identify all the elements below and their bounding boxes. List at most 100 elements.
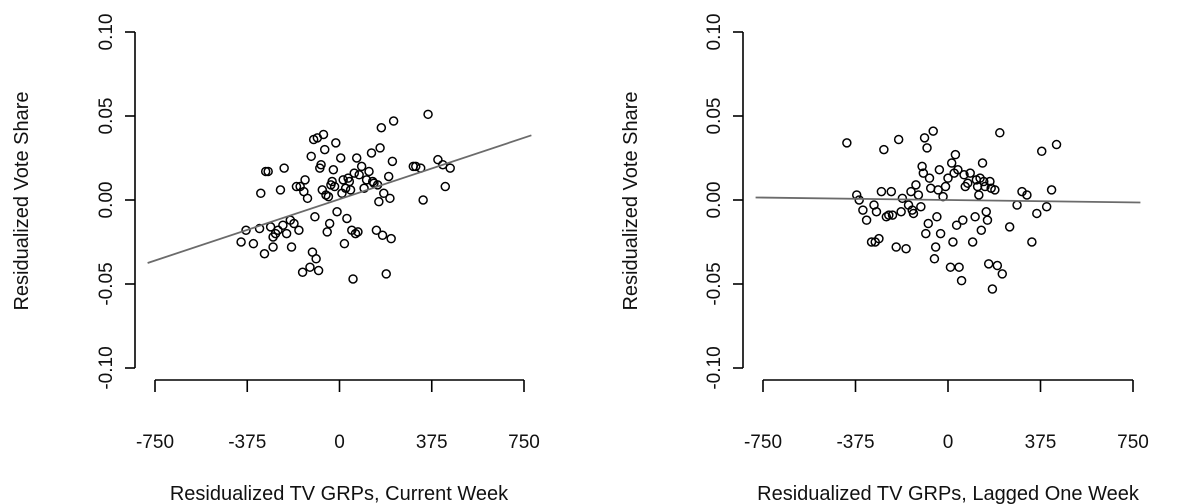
- fit-line: [147, 134, 532, 264]
- data-point: [356, 161, 367, 172]
- x-tick-label: 375: [1025, 432, 1057, 453]
- data-point: [351, 153, 362, 163]
- data-point: [887, 210, 898, 220]
- data-point: [1041, 201, 1052, 212]
- data-point: [959, 170, 969, 180]
- data-point: [980, 181, 990, 192]
- data-point: [388, 116, 399, 126]
- data-point: [965, 168, 975, 178]
- data-point: [919, 133, 930, 143]
- data-point: [1046, 185, 1057, 195]
- data-point: [948, 237, 958, 247]
- fit-line: [755, 196, 1141, 204]
- data-point: [954, 262, 964, 272]
- data-point: [324, 218, 335, 229]
- data-point: [985, 176, 995, 187]
- data-point: [268, 242, 278, 252]
- data-point: [328, 165, 339, 175]
- data-point: [932, 212, 942, 222]
- data-point: [901, 243, 911, 254]
- data-point: [997, 269, 1008, 279]
- data-point: [990, 185, 1000, 195]
- y-tick-label: 0.10: [704, 14, 725, 51]
- data-point: [886, 186, 897, 197]
- data-point: [956, 275, 967, 286]
- data-point: [300, 175, 310, 185]
- panel-lagged-one-week: Residualized Vote Share Residualized TV …: [620, 14, 1149, 504]
- data-point: [445, 163, 455, 173]
- data-point: [854, 195, 864, 205]
- data-point: [1012, 200, 1022, 210]
- data-point: [335, 153, 346, 163]
- y-axis-title: Residualized Vote Share: [11, 91, 33, 310]
- data-point: [440, 181, 451, 192]
- data-point: [858, 205, 868, 215]
- data-point: [876, 186, 887, 197]
- data-point: [951, 220, 962, 230]
- data-point: [348, 274, 358, 284]
- x-axis-title: Residualized TV GRPs, Current Week: [170, 483, 509, 504]
- data-point: [332, 207, 342, 217]
- data-point: [967, 237, 978, 247]
- data-point: [338, 175, 348, 185]
- y-tick-label: -0.05: [704, 262, 725, 305]
- data-point: [361, 175, 372, 185]
- data-point: [911, 180, 921, 190]
- data-point: [981, 207, 991, 217]
- data-point: [945, 262, 956, 272]
- data-point: [908, 208, 919, 219]
- data-point: [256, 188, 266, 199]
- data-point: [979, 176, 989, 187]
- data-point: [866, 237, 877, 247]
- data-point: [377, 230, 388, 241]
- data-point: [327, 176, 337, 187]
- data-point: [305, 262, 315, 272]
- data-point: [275, 185, 286, 195]
- data-point: [935, 228, 946, 239]
- x-axis-title: Residualized TV GRPs, Lagged One Week: [757, 483, 1140, 504]
- data-point: [273, 225, 283, 235]
- data-point: [896, 207, 906, 217]
- data-point: [871, 207, 882, 217]
- data-point: [339, 238, 350, 249]
- data-point: [331, 138, 341, 148]
- data-point: [906, 186, 916, 197]
- data-point: [386, 233, 396, 244]
- data-point: [983, 259, 994, 269]
- data-point: [933, 185, 943, 195]
- data-point: [354, 170, 364, 180]
- x-tick-label: -375: [836, 432, 874, 453]
- data-point: [278, 220, 288, 230]
- data-point: [958, 215, 968, 225]
- data-point: [316, 159, 326, 170]
- data-point: [976, 225, 987, 235]
- x-axis: -750 -375 0 375 750: [136, 379, 540, 453]
- data-point: [995, 128, 1005, 138]
- data-point: [342, 213, 352, 224]
- data-point: [1022, 190, 1032, 200]
- data-point: [977, 158, 988, 168]
- data-point: [254, 223, 265, 234]
- data-point: [259, 249, 270, 259]
- y-tick-label: 0.00: [96, 182, 117, 219]
- data-point: [917, 161, 927, 172]
- fit-line-group: [147, 134, 532, 264]
- data-point: [349, 168, 360, 178]
- data-point: [921, 228, 931, 239]
- data-point: [992, 260, 1003, 271]
- data-point: [1036, 146, 1047, 157]
- data-point: [345, 185, 356, 195]
- data-point: [974, 190, 984, 200]
- y-tick-label: -0.10: [96, 346, 117, 389]
- fit-line-group: [755, 196, 1141, 204]
- x-tick-label: 750: [1117, 432, 1149, 453]
- data-point: [297, 267, 308, 277]
- y-tick-label: -0.10: [704, 346, 725, 389]
- data-point: [1051, 139, 1062, 150]
- data-point: [879, 144, 889, 155]
- data-point: [918, 168, 929, 178]
- x-tick-label: -750: [136, 432, 174, 453]
- y-tick-label: 0.05: [96, 98, 117, 135]
- x-axis: -750 -375 0 375 750: [744, 379, 1149, 453]
- data-point: [379, 188, 389, 199]
